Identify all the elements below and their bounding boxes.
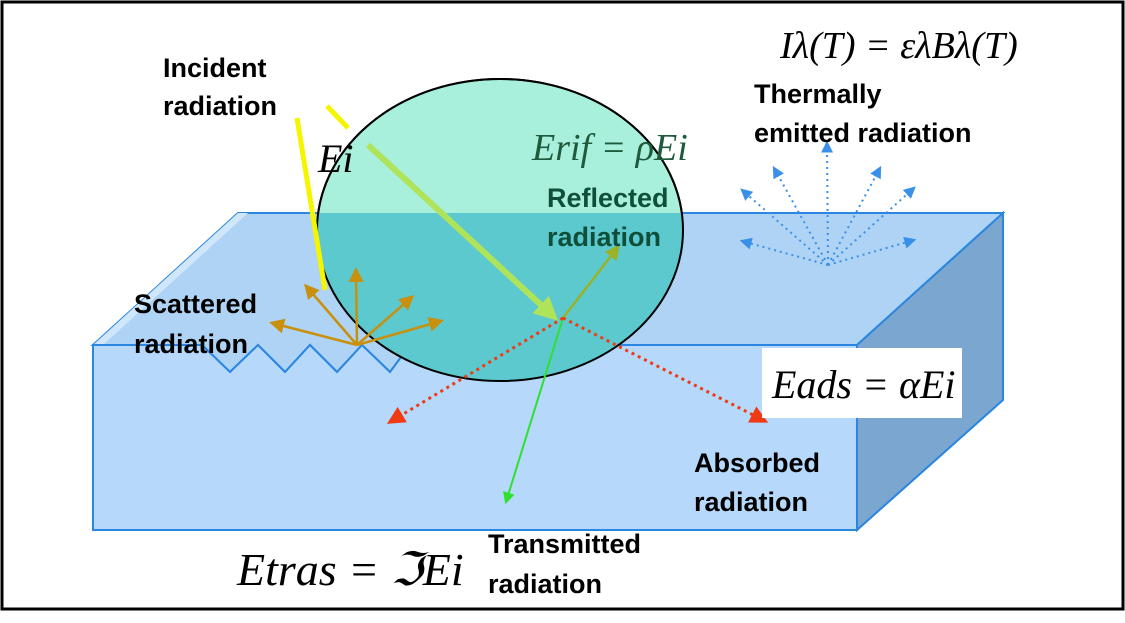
transmitted-equation: Etras = ℑEi	[236, 544, 464, 595]
slab-front-face	[92, 343, 858, 531]
reflected-label-line2: radiation	[547, 222, 661, 252]
absorbed-ray-left	[386, 316, 564, 424]
thermal-ray	[821, 140, 834, 266]
transmitted-label-line2: radiation	[488, 569, 602, 599]
reflected-ray	[562, 244, 620, 319]
incident-beam	[365, 142, 559, 321]
transmitted-ray	[503, 317, 564, 505]
scatter-ray	[304, 283, 358, 346]
absorbed-equation: Eads = αEi	[771, 362, 956, 407]
incident-ray-tick	[325, 104, 350, 130]
scattered-label-line2: radiation	[134, 329, 248, 359]
incident-label-line2: radiation	[163, 91, 277, 121]
thermal-ray	[827, 186, 916, 266]
absorbed-equation-box	[762, 348, 962, 418]
thermal-ray	[827, 165, 882, 266]
scattered-rays	[269, 267, 444, 347]
absorbed-label-line2: radiation	[694, 487, 808, 517]
thermal-ray	[740, 188, 829, 266]
incident-label-line1: Incident	[163, 53, 267, 83]
incident-equation: Ei	[317, 136, 354, 181]
reflected-equation: Erif = ρEi	[531, 127, 688, 169]
reflected-label-line1: Reflected	[547, 183, 669, 213]
scatter-ray	[269, 318, 358, 347]
slab-top-highlight	[93, 213, 248, 345]
scatter-ray	[348, 267, 364, 346]
thermal-label-line1: Thermally	[754, 79, 882, 109]
scattered-label-line1: Scattered	[134, 289, 257, 319]
scatter-ray	[356, 295, 415, 346]
planck-equation: Iλ(T) = ελBλ(T)	[779, 25, 1018, 67]
absorbed-ray-right	[562, 316, 769, 423]
incident-ray	[294, 117, 328, 291]
thermal-rays	[739, 140, 917, 266]
thermal-ray	[772, 165, 829, 266]
thermal-label-line2: emitted radiation	[754, 118, 972, 148]
scatter-ray	[356, 317, 444, 347]
absorbed-label-line1: Absorbed	[694, 448, 820, 478]
transmitted-label-line1: Transmitted	[488, 529, 641, 559]
